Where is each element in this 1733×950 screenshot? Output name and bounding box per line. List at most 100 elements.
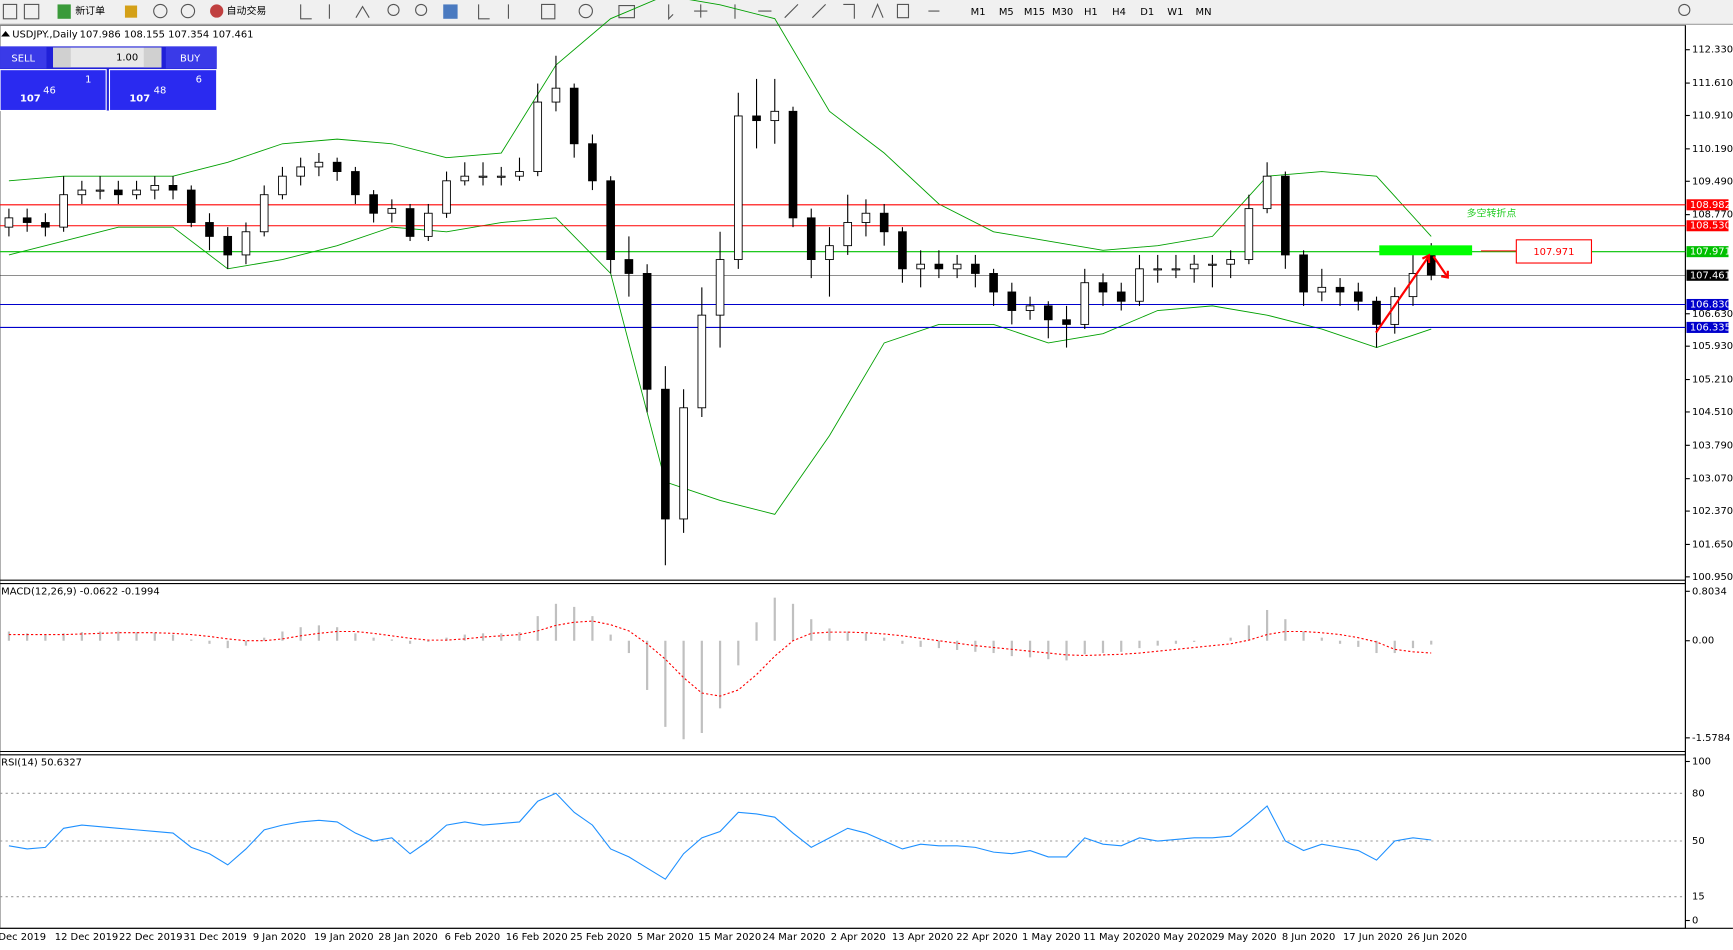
- candle-body: [205, 222, 214, 237]
- collapse-icon[interactable]: [1, 30, 11, 37]
- y-tick-label: 0.8034: [1692, 586, 1727, 597]
- ask-box[interactable]: [108, 69, 218, 112]
- y-tick-label: 106.630: [1692, 309, 1733, 320]
- toolbar-button[interactable]: 新订单: [75, 4, 105, 17]
- macd-signal: [8, 620, 1432, 697]
- timeframe-button[interactable]: W1: [1167, 7, 1183, 18]
- candle-body: [733, 115, 743, 261]
- icon[interactable]: [153, 3, 168, 19]
- bid-box[interactable]: [0, 69, 107, 112]
- candle-body: [387, 208, 397, 214]
- timeframe-button[interactable]: D1: [1140, 7, 1154, 18]
- sell-button[interactable]: [0, 46, 47, 69]
- candle-body: [679, 407, 688, 520]
- icon[interactable]: [387, 3, 400, 17]
- candle-body: [1025, 305, 1035, 311]
- candle-body: [879, 212, 889, 233]
- lot-down[interactable]: [53, 47, 71, 68]
- candle-body: [1244, 208, 1254, 261]
- icon[interactable]: [668, 2, 940, 21]
- x-tick-label: 20 May 2020: [1148, 932, 1213, 943]
- y-tick-label: 0.00: [1692, 636, 1714, 647]
- buy-button[interactable]: [165, 46, 217, 69]
- icon[interactable]: [478, 3, 635, 20]
- candle-body: [77, 189, 87, 196]
- x-tick-label: 22 Dec 2019: [119, 932, 182, 943]
- timeframes: M1 M5 M15 M30 H1 H4 D1 W1 MN: [971, 7, 1212, 18]
- x-tick-label: 24 Mar 2020: [762, 932, 825, 943]
- price-level-label: 108.982: [1690, 200, 1731, 211]
- candle-body: [624, 259, 634, 274]
- candle-body: [1208, 263, 1217, 266]
- timeframe-button[interactable]: M15: [1024, 7, 1045, 18]
- candle-body: [1335, 286, 1345, 293]
- x-tick-label: 25 Feb 2020: [570, 932, 632, 943]
- candle-body: [314, 161, 324, 168]
- candle-body: [259, 194, 269, 233]
- bollinger-lower: [8, 217, 1432, 515]
- candle-body: [223, 235, 233, 256]
- x-tick-label: 17 Jun 2020: [1343, 932, 1403, 943]
- icon[interactable]: [124, 5, 138, 18]
- rsi-title: RSI(14) 50.6327: [1, 758, 82, 769]
- candle-body: [1372, 300, 1381, 325]
- lot-input[interactable]: [53, 47, 162, 68]
- candle-body: [1043, 305, 1053, 321]
- candle-body: [1299, 254, 1308, 293]
- toolbar-button[interactable]: 自动交易: [227, 4, 267, 17]
- macd-title: MACD(12,26,9) -0.0622 -0.1994: [1, 586, 160, 597]
- y-tick-label: 102.370: [1692, 506, 1733, 517]
- icon[interactable]: [210, 4, 224, 18]
- arrow-head: [1440, 270, 1449, 279]
- lot-value[interactable]: 1.00: [116, 52, 138, 63]
- search-icon[interactable]: [1678, 3, 1691, 17]
- icon[interactable]: [300, 4, 370, 20]
- icon[interactable]: [57, 4, 71, 19]
- candle-body: [1098, 282, 1108, 293]
- icon[interactable]: [180, 3, 196, 19]
- price-level-tag: [1686, 199, 1729, 211]
- timeframe-button[interactable]: H1: [1084, 7, 1098, 18]
- candle-body: [1135, 268, 1144, 302]
- candle-body: [186, 189, 196, 223]
- timeframe-button[interactable]: M1: [971, 7, 986, 18]
- candle-body: [241, 231, 251, 256]
- timeframe-button[interactable]: MN: [1196, 7, 1212, 18]
- timeframe-button[interactable]: M5: [999, 7, 1014, 18]
- x-tick-label: 28 Jan 2020: [378, 932, 438, 943]
- icon[interactable]: [443, 4, 458, 19]
- y-tick-label: 111.610: [1692, 78, 1733, 89]
- candle-body: [861, 212, 871, 223]
- timeframe-button[interactable]: M30: [1052, 7, 1073, 18]
- y-tick-label: 112.330: [1692, 45, 1733, 56]
- turning-zone: [1379, 245, 1473, 256]
- candle-body: [496, 175, 506, 178]
- candle-body: [1007, 291, 1017, 311]
- buy-label[interactable]: BUY: [180, 54, 201, 65]
- candle-body: [642, 273, 652, 390]
- candle-body: [1262, 175, 1272, 210]
- lot-up[interactable]: [143, 47, 162, 68]
- x-tick-label: 26 Jun 2020: [1407, 932, 1467, 943]
- icon[interactable]: [415, 3, 428, 17]
- price-level-tag: [1686, 321, 1729, 333]
- sell-label[interactable]: SELL: [11, 54, 35, 65]
- candle-body: [442, 180, 451, 214]
- toolbar-icons: [2, 2, 1691, 21]
- price-level-label: 106.335: [1690, 322, 1731, 333]
- candle-body: [697, 314, 707, 409]
- price-label: 107.971: [1533, 247, 1574, 258]
- annotation-text: 多空转折点: [1467, 206, 1517, 219]
- candle-body: [332, 161, 342, 172]
- timeframe-button[interactable]: H4: [1112, 7, 1126, 18]
- y-tick-label: 0: [1692, 916, 1698, 927]
- arrow-up: [1375, 256, 1429, 334]
- y-tick-label: 103.070: [1692, 474, 1733, 485]
- price-level-label: 108.530: [1690, 221, 1731, 232]
- ask-main: 48: [154, 86, 167, 97]
- candle-body: [1189, 263, 1199, 270]
- x-tick-label: 31 Dec 2019: [183, 932, 246, 943]
- candle-body: [770, 110, 780, 122]
- candle-body: [460, 175, 470, 182]
